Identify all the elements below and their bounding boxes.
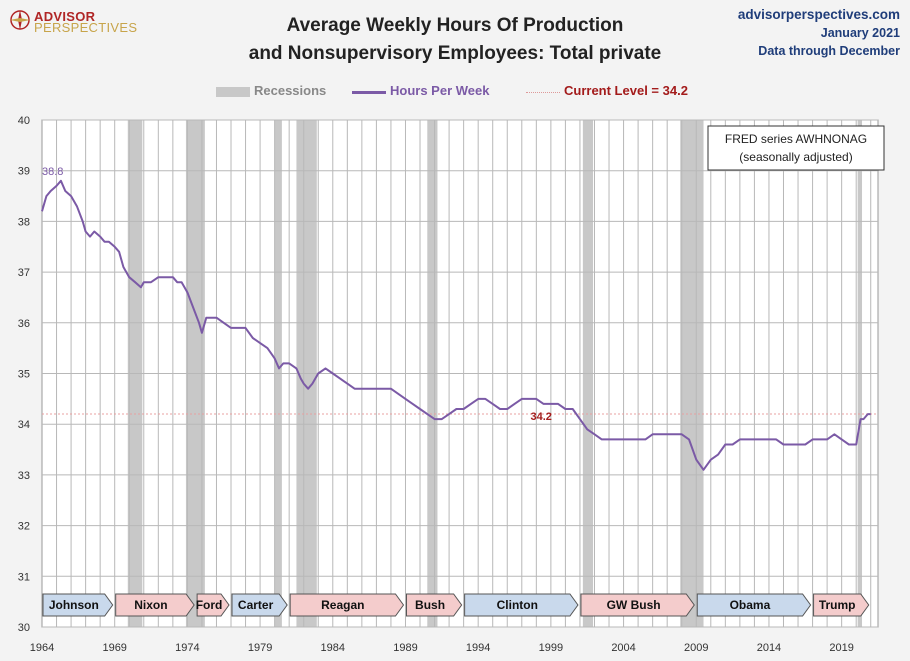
source-block: advisorperspectives.com January 2021 Dat… [738, 6, 900, 60]
y-tick-label: 31 [18, 571, 30, 583]
x-tick-label: 2019 [829, 642, 853, 654]
legend-series-swatch [352, 91, 386, 94]
legend-series: Hours Per Week [390, 83, 490, 98]
x-tick-label: 1999 [539, 642, 563, 654]
x-tick-label: 2004 [611, 642, 635, 654]
compass-rose-icon [10, 10, 30, 30]
president-term [289, 593, 405, 617]
legend-recession-swatch [216, 87, 250, 97]
y-tick-label: 37 [18, 267, 30, 279]
x-tick-label: 1974 [175, 642, 199, 654]
president-term [231, 593, 288, 617]
x-tick-label: 2009 [684, 642, 708, 654]
y-tick-label: 33 [18, 470, 30, 482]
y-tick-label: 32 [18, 521, 30, 533]
president-label: Clinton [497, 598, 538, 612]
source-through: Data through December [758, 44, 900, 58]
series-line [41, 179, 871, 471]
annotation-line2: (seasonally adjusted) [739, 150, 852, 164]
source-site: advisorperspectives.com [737, 7, 900, 22]
chart-title: Average Weekly Hours Of Production and N… [200, 12, 710, 68]
president-term [813, 593, 870, 617]
x-tick-label: 1984 [321, 642, 345, 654]
legend-current: Current Level = 34.2 [564, 83, 688, 98]
y-tick-label: 30 [18, 622, 30, 634]
president-term [405, 593, 463, 617]
legend-current-swatch [526, 92, 560, 93]
president-term [464, 593, 579, 617]
president-label: GW Bush [607, 598, 661, 612]
president-label: Reagan [321, 598, 364, 612]
y-tick-label: 39 [18, 166, 30, 178]
y-tick-label: 38 [18, 216, 30, 228]
x-tick-label: 1989 [393, 642, 417, 654]
president-term [115, 593, 195, 617]
max-value-label: 38.8 [42, 166, 63, 178]
president-label: Carter [238, 598, 274, 612]
president-label: Nixon [134, 598, 167, 612]
president-term [696, 593, 812, 617]
logo: ADVISOR PERSPECTIVES [10, 8, 140, 38]
president-label: Trump [819, 598, 856, 612]
title-line1: Average Weekly Hours Of Production [286, 15, 624, 36]
x-tick-label: 1994 [466, 642, 490, 654]
source-date: January 2021 [820, 26, 900, 40]
president-label: Johnson [49, 598, 99, 612]
president-label: Bush [415, 598, 445, 612]
logo-line1: ADVISOR [34, 9, 96, 24]
x-tick-label: 1969 [102, 642, 126, 654]
x-tick-label: 1964 [30, 642, 54, 654]
y-tick-label: 40 [18, 115, 30, 127]
annotation-box [707, 125, 885, 171]
x-tick-label: 1979 [248, 642, 272, 654]
x-tick-label: 2014 [757, 642, 781, 654]
legend-recessions: Recessions [254, 83, 327, 98]
logo-line2: PERSPECTIVES [34, 20, 138, 35]
president-term [42, 593, 114, 617]
president-term [196, 593, 230, 617]
y-tick-label: 36 [18, 318, 30, 330]
annotation-line1: FRED series AWHNONAG [725, 132, 867, 146]
president-label: Obama [730, 598, 771, 612]
president-label: Ford [196, 598, 223, 612]
current-value-label: 34.2 [531, 411, 552, 423]
y-tick-label: 34 [18, 419, 30, 431]
title-line2: and Nonsupervisory Employees: Total priv… [248, 43, 662, 64]
president-term [580, 593, 695, 617]
y-tick-label: 35 [18, 369, 30, 381]
